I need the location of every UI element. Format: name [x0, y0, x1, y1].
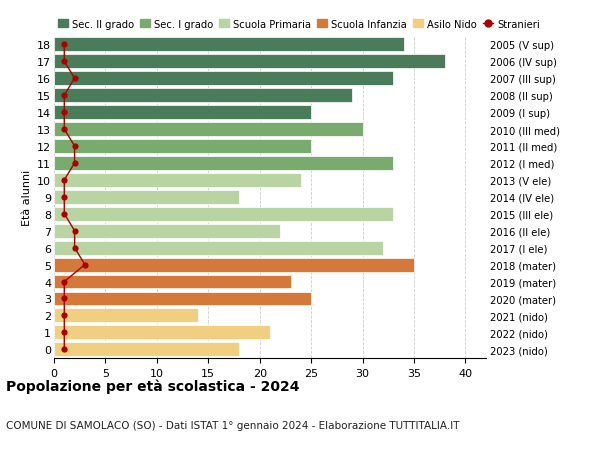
Point [59, 92, 69, 100]
Point [59, 126, 69, 134]
Point [59, 346, 69, 353]
Bar [54, 55, 445, 69]
Point [59, 278, 69, 285]
Text: Popolazione per età scolastica - 2024: Popolazione per età scolastica - 2024 [6, 379, 299, 393]
Point [59, 41, 69, 49]
Point [70, 228, 79, 235]
Point [59, 312, 69, 319]
Point [59, 109, 69, 117]
Bar [54, 309, 198, 323]
Bar [54, 342, 239, 357]
Bar [54, 207, 394, 221]
Point [59, 194, 69, 201]
Bar [54, 292, 311, 306]
Bar [54, 174, 301, 187]
Point [59, 177, 69, 184]
Point [59, 329, 69, 336]
Bar [54, 123, 362, 137]
Bar [54, 72, 394, 86]
Point [70, 75, 79, 83]
Bar [54, 157, 394, 170]
Point [59, 295, 69, 302]
Bar [54, 258, 414, 272]
Point [70, 245, 79, 252]
Point [59, 211, 69, 218]
Bar [54, 190, 239, 204]
Bar [54, 241, 383, 255]
Point [70, 143, 79, 150]
Bar [54, 140, 311, 154]
Bar [54, 275, 290, 289]
Point [70, 160, 79, 167]
Y-axis label: Età alunni: Età alunni [22, 169, 32, 225]
Bar [54, 38, 404, 52]
Point [59, 58, 69, 66]
Bar [54, 106, 311, 120]
Bar [54, 89, 352, 103]
Text: COMUNE DI SAMOLACO (SO) - Dati ISTAT 1° gennaio 2024 - Elaborazione TUTTITALIA.I: COMUNE DI SAMOLACO (SO) - Dati ISTAT 1° … [6, 420, 460, 430]
Bar [54, 326, 270, 340]
Legend: Sec. II grado, Sec. I grado, Scuola Primaria, Scuola Infanzia, Asilo Nido, Stran: Sec. II grado, Sec. I grado, Scuola Prim… [54, 16, 544, 34]
Point [80, 261, 89, 269]
Bar [54, 224, 280, 238]
